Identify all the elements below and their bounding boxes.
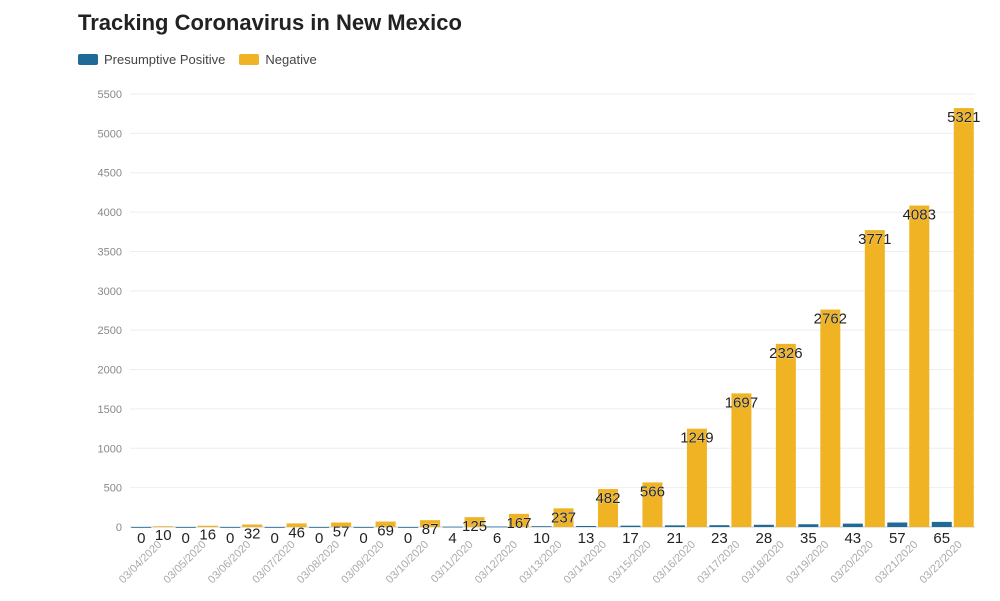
data-label-negative: 69 <box>377 523 394 540</box>
y-tick-label: 0 <box>116 522 122 534</box>
bar-negative <box>686 428 707 527</box>
bar-positive <box>842 523 863 527</box>
bar-positive <box>753 524 774 527</box>
bar-positive <box>575 525 596 527</box>
bar-positive <box>931 521 952 527</box>
data-label-positive: 0 <box>137 530 145 547</box>
y-tick-label: 3500 <box>98 246 122 258</box>
chart-title: Tracking Coronavirus in New Mexico <box>78 10 462 35</box>
bar-negative <box>731 393 752 527</box>
data-label-negative: 3771 <box>858 231 891 248</box>
data-label-negative: 2762 <box>814 311 847 328</box>
bar-negative <box>197 525 218 527</box>
data-label-negative: 87 <box>422 521 439 538</box>
bar-negative <box>153 526 174 528</box>
bar-positive <box>798 524 819 527</box>
data-label-negative: 482 <box>595 490 620 507</box>
data-label-positive: 21 <box>667 530 684 547</box>
bar-negative <box>820 309 841 527</box>
legend-swatch-negative <box>239 54 260 65</box>
data-label-positive: 35 <box>800 530 817 547</box>
bar-negative <box>375 521 396 527</box>
data-label-negative: 167 <box>507 515 532 532</box>
y-tick-label: 2500 <box>98 325 122 337</box>
data-label-negative: 125 <box>462 518 487 535</box>
bar-negative <box>909 205 930 527</box>
bar-negative <box>464 517 485 527</box>
bar-positive <box>264 527 285 528</box>
data-label-positive: 17 <box>622 530 639 547</box>
y-tick-label: 5500 <box>98 89 122 101</box>
data-label-positive: 0 <box>270 530 278 547</box>
data-label-negative: 566 <box>640 483 665 500</box>
data-label-negative: 10 <box>155 527 172 544</box>
data-label-positive: 28 <box>756 530 773 547</box>
legend-label-negative: Negative <box>265 52 317 67</box>
data-label-negative: 16 <box>199 527 216 544</box>
bar-positive <box>175 527 196 528</box>
data-label-negative: 2326 <box>769 345 802 362</box>
legend: Presumptive Positive Negative <box>78 52 317 67</box>
bar-negative <box>775 343 796 527</box>
legend-item-negative[interactable]: Negative <box>239 52 317 67</box>
y-tick-label: 500 <box>104 483 122 495</box>
data-label-positive: 43 <box>844 530 861 547</box>
y-tick-label: 3000 <box>98 286 122 298</box>
bar-negative <box>553 508 574 527</box>
data-label-positive: 13 <box>578 530 595 547</box>
data-label-positive: 0 <box>182 530 190 547</box>
data-label-positive: 10 <box>533 530 550 547</box>
y-tick-label: 1000 <box>98 443 122 455</box>
bar-positive <box>131 527 152 528</box>
bar-negative <box>953 108 974 528</box>
bar-positive <box>620 525 641 527</box>
y-tick-label: 5000 <box>98 128 122 140</box>
data-label-negative: 1249 <box>680 430 713 447</box>
data-label-negative: 1697 <box>725 394 758 411</box>
data-label-positive: 4 <box>448 530 456 547</box>
data-label-negative: 46 <box>288 524 305 541</box>
legend-item-positive[interactable]: Presumptive Positive <box>78 52 225 67</box>
data-label-negative: 57 <box>333 524 350 541</box>
data-label-negative: 32 <box>244 525 261 542</box>
bar-negative <box>864 230 885 528</box>
bar-positive <box>709 525 730 527</box>
bar-negative <box>597 489 618 527</box>
bar-positive <box>887 522 908 527</box>
y-tick-label: 4000 <box>98 207 122 219</box>
bar-negative <box>331 522 352 527</box>
bar-positive <box>664 525 685 527</box>
bar-positive <box>353 527 374 528</box>
data-label-positive: 65 <box>933 530 950 547</box>
data-label-negative: 237 <box>551 509 576 526</box>
bar-positive <box>531 526 552 528</box>
y-tick-label: 4500 <box>98 168 122 180</box>
bar-positive <box>309 527 330 528</box>
bar-positive <box>398 527 419 528</box>
legend-label-positive: Presumptive Positive <box>104 52 226 67</box>
data-label-positive: 0 <box>315 530 323 547</box>
y-tick-label: 2000 <box>98 365 122 377</box>
bar-negative <box>642 482 663 527</box>
data-label-positive: 0 <box>359 530 367 547</box>
data-label-negative: 4083 <box>903 207 936 224</box>
data-label-positive: 6 <box>493 530 501 547</box>
bar-negative <box>509 513 530 527</box>
bar-negative <box>242 524 263 527</box>
data-label-negative: 5321 <box>947 109 980 126</box>
data-label-positive: 23 <box>711 530 728 547</box>
bar-positive <box>487 526 508 528</box>
bar-positive <box>442 526 463 528</box>
data-label-positive: 57 <box>889 530 906 547</box>
bar-positive <box>220 527 241 528</box>
bar-negative <box>286 523 307 527</box>
bar-negative <box>420 520 441 527</box>
y-tick-label: 1500 <box>98 404 122 416</box>
data-label-positive: 0 <box>226 530 234 547</box>
legend-swatch-positive <box>78 54 98 65</box>
data-label-positive: 0 <box>404 530 412 547</box>
